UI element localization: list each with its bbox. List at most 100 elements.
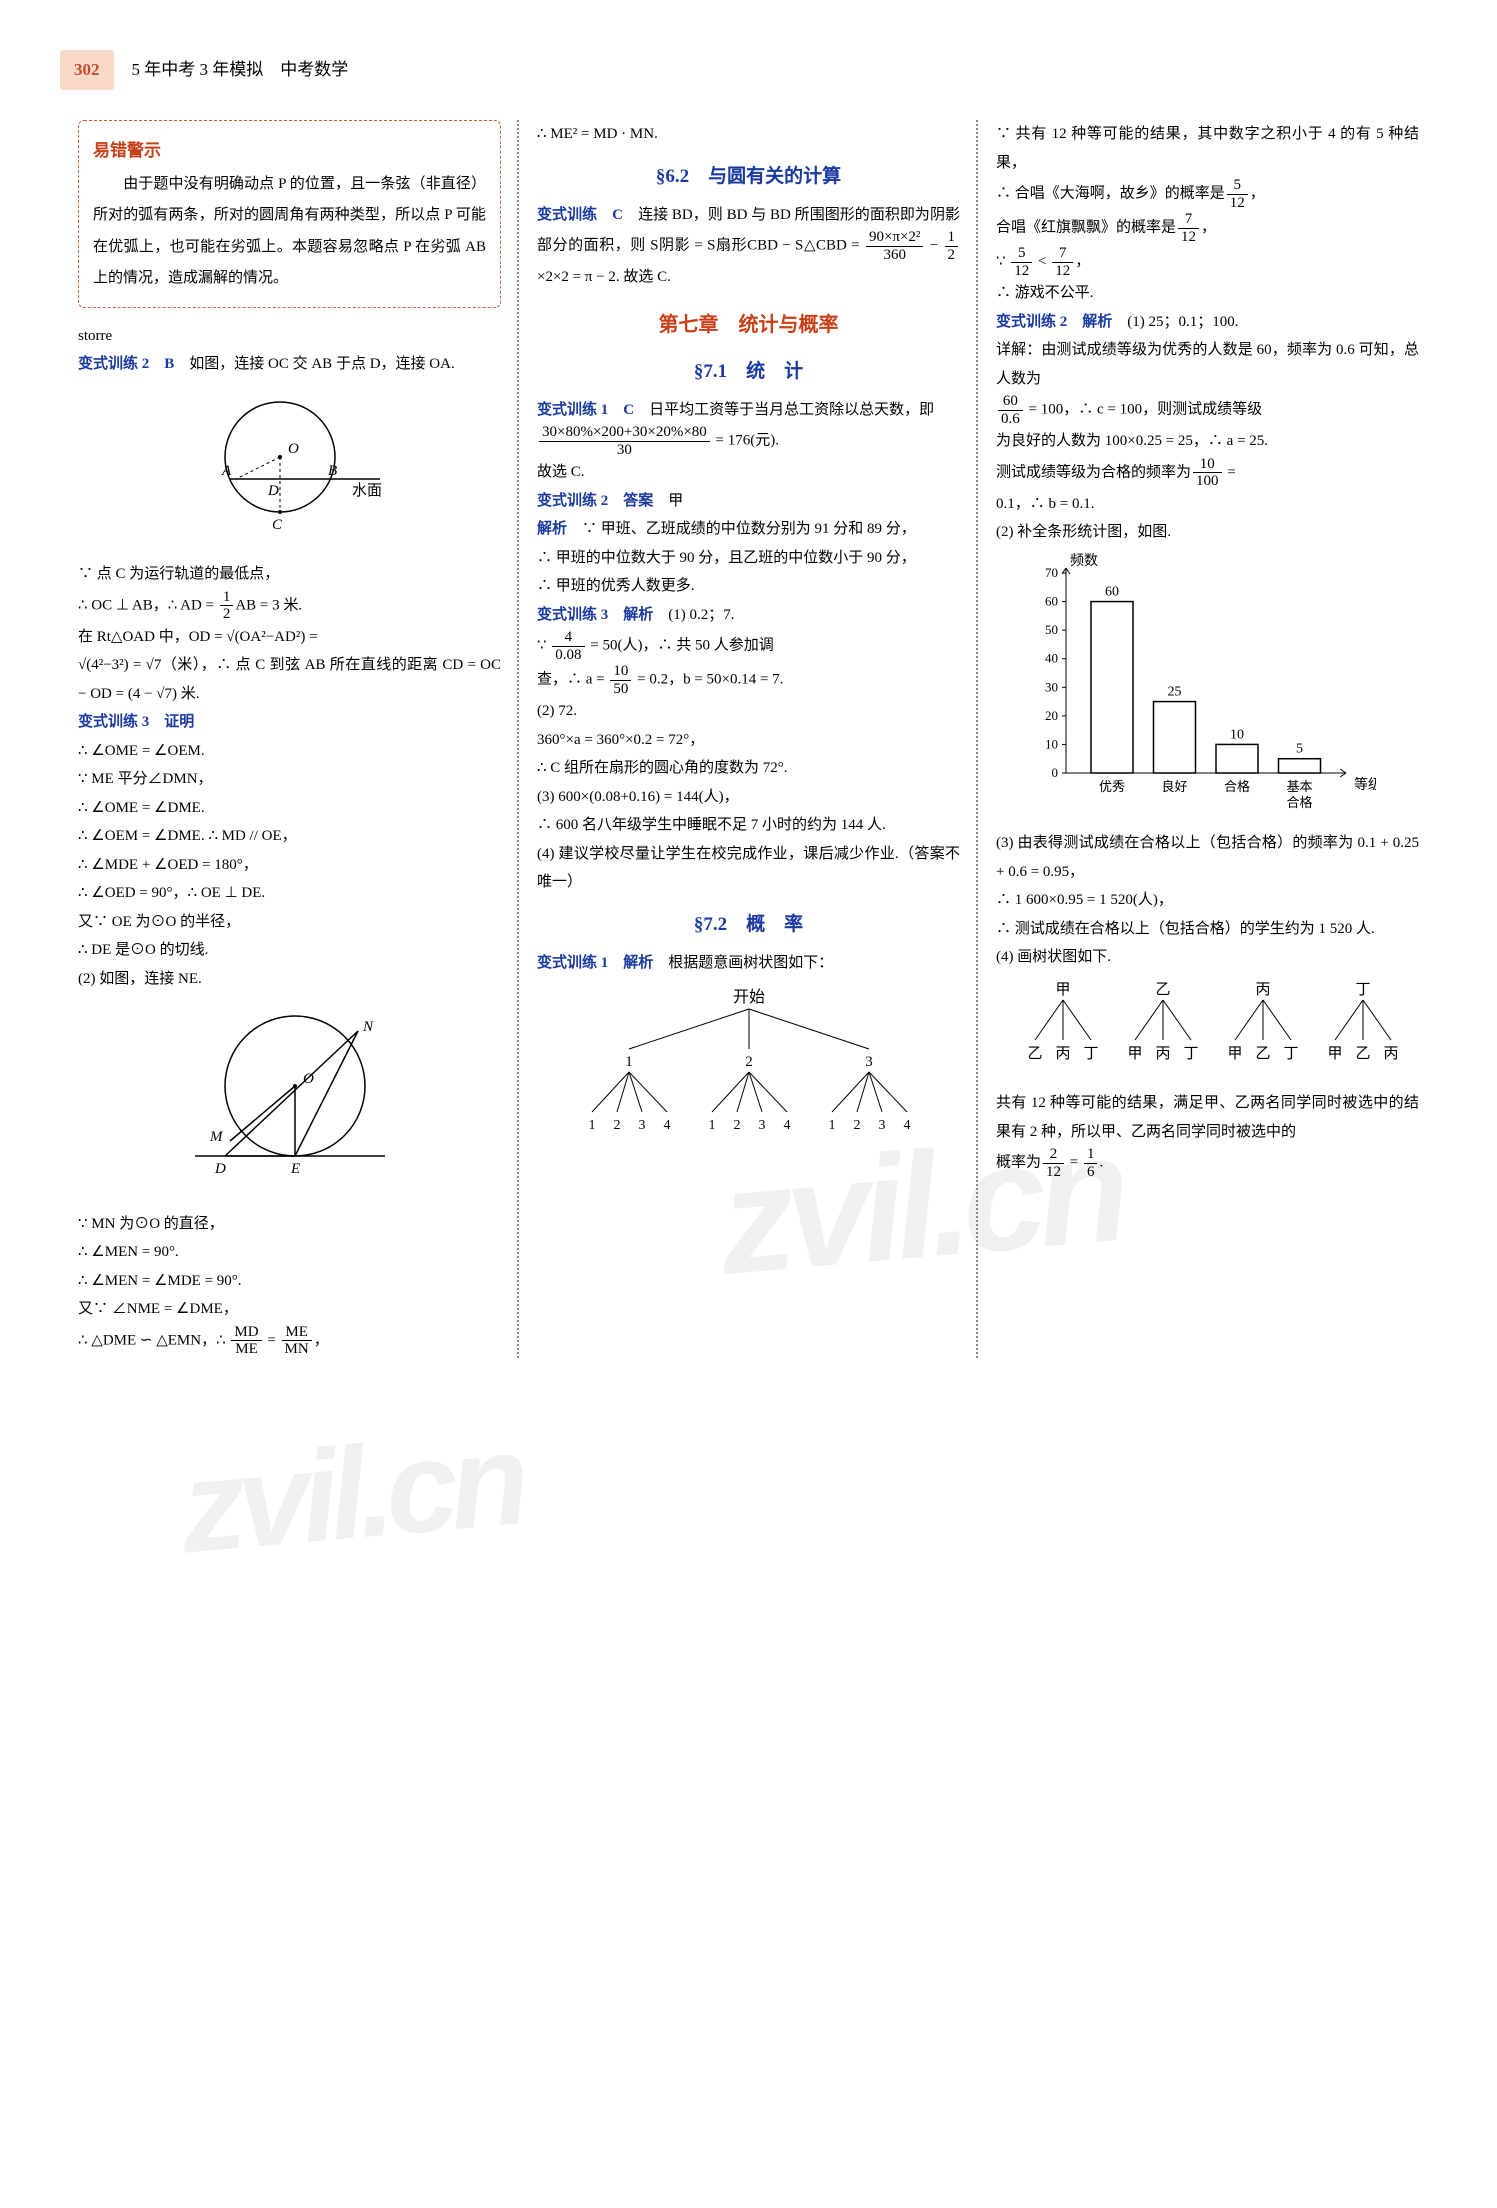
svg-text:合格: 合格 (1224, 779, 1250, 794)
svg-text:20: 20 (1045, 708, 1058, 723)
svg-text:3: 3 (878, 1118, 885, 1133)
svg-text:70: 70 (1045, 565, 1058, 580)
tree-diagram-1: 开始 1 2 3 123412341234 (537, 984, 960, 1155)
svg-text:D: D (267, 483, 279, 499)
svg-text:E: E (290, 1161, 300, 1177)
c3-p9: 为良好的人数为 100×0.25 = 25，∴ a = 25. (996, 427, 1419, 456)
svg-text:甲: 甲 (1127, 1046, 1142, 1062)
svg-text:乙: 乙 (1355, 1046, 1370, 1062)
c2-p8: 变式训练 3 解析 (1) 0.2；7. (537, 601, 960, 630)
c3-p8: 600.6 = 100，∴ c = 100，则测试成绩等级 (996, 393, 1419, 427)
c1-p7: ∴ ∠OME = ∠OEM. (78, 737, 501, 766)
c1-p16: ∵ MN 为⊙O 的直径， (78, 1210, 501, 1239)
svg-text:D: D (214, 1161, 226, 1177)
svg-text:5: 5 (1296, 742, 1303, 757)
c1-p2: 变式训练 2 B 如图，连接 OC 交 AB 于点 D，连接 OA. (78, 350, 501, 379)
svg-text:丁: 丁 (1183, 1046, 1198, 1062)
c3-p2: ∴ 合唱《大海啊，故乡》的概率是512， (996, 177, 1419, 211)
column-3: ∵ 共有 12 种等可能的结果，其中数字之积小于 4 的有 5 种结果， ∴ 合… (978, 120, 1437, 1358)
warning-box: 易错警示 由于题中没有明确动点 P 的位置，且一条弦（非直径）所对的弧有两条，所… (78, 120, 501, 308)
c1-p5a: 在 Rt△OAD 中，OD = √(OA²−AD²) = (78, 623, 501, 652)
c1-p14: ∴ DE 是⊙O 的切线. (78, 936, 501, 965)
c3-p13: (3) 由表得测试成绩在合格以上（包括合格）的频率为 0.1 + 0.25 + … (996, 829, 1419, 886)
c2-p13: ∴ C 组所在扇形的圆心角的度数为 72°. (537, 754, 960, 783)
svg-text:乙: 乙 (1255, 1046, 1270, 1062)
c1-p15: (2) 如图，连接 NE. (78, 965, 501, 994)
svg-text:4: 4 (783, 1118, 790, 1133)
svg-text:60: 60 (1105, 584, 1119, 599)
c3-p15: ∴ 测试成绩在合格以上（包括合格）的学生约为 1 520 人. (996, 915, 1419, 944)
svg-text:4: 4 (903, 1118, 910, 1133)
svg-text:丁: 丁 (1355, 982, 1370, 998)
svg-text:0: 0 (1052, 765, 1059, 780)
c3-p12: (2) 补全条形统计图，如图. (996, 518, 1419, 547)
c3-p5: ∴ 游戏不公平. (996, 279, 1419, 308)
svg-text:甲: 甲 (1327, 1046, 1342, 1062)
warning-title: 易错警示 (93, 133, 486, 169)
c1-p6: 变式训练 3 证明 (78, 708, 501, 737)
c2-p4: 变式训练 2 答案 甲 (537, 487, 960, 516)
svg-text:60: 60 (1045, 593, 1058, 608)
svg-text:N: N (362, 1019, 374, 1035)
svg-text:乙: 乙 (1027, 1046, 1042, 1062)
svg-text:等级: 等级 (1354, 776, 1376, 793)
section-6-2: §6.2 与圆有关的计算 (537, 159, 960, 195)
svg-text:丁: 丁 (1083, 1046, 1098, 1062)
svg-text:丙: 丙 (1155, 1046, 1170, 1062)
c1-p3: ∵ 点 C 为运行轨道的最低点， (78, 560, 501, 589)
c1-p13: 又∵ OE 为⊙O 的半径， (78, 908, 501, 937)
svg-text:10: 10 (1045, 736, 1058, 751)
c1-p5b: √(4²−3²) = √7（米），∴ 点 C 到弦 AB 所在直线的距离 CD … (78, 651, 501, 708)
c3-p7: 详解：由测试成绩等级为优秀的人数是 60，频率为 0.6 可知，总人数为 (996, 336, 1419, 393)
c2-p3d: 故选 C. (537, 458, 960, 487)
svg-text:A: A (221, 463, 232, 479)
svg-text:频数: 频数 (1070, 553, 1098, 569)
c2-p1: ∴ ME² = MD · MN. (537, 120, 960, 149)
c2-p11: (2) 72. (537, 697, 960, 726)
c3-p14: ∴ 1 600×0.95 = 1 520(人)， (996, 886, 1419, 915)
svg-text:2: 2 (613, 1118, 620, 1133)
c2-p5: 解析 ∵ 甲班、乙班成绩的中位数分别为 91 分和 89 分， (537, 515, 960, 544)
svg-text:甲: 甲 (1227, 1046, 1242, 1062)
c2-p17: 变式训练 1 解析 根据题意画树状图如下： (537, 949, 960, 978)
svg-text:1: 1 (625, 1054, 633, 1070)
bar-chart: 010203040506070频数等级60优秀25良好10合格5基本合格 (1016, 553, 1419, 824)
svg-text:丙: 丙 (1255, 982, 1270, 998)
c1-p9: ∴ ∠OME = ∠DME. (78, 794, 501, 823)
c3-p3: 合唱《红旗飘飘》的概率是712， (996, 211, 1419, 245)
c2-p9: ∵ 40.08 = 50(人)，∴ 共 50 人参加调 (537, 629, 960, 663)
svg-text:4: 4 (663, 1118, 670, 1133)
svg-text:3: 3 (865, 1054, 873, 1070)
c2-p14: (3) 600×(0.08+0.16) = 144(人)， (537, 783, 960, 812)
c3-p16: (4) 画树状图如下. (996, 943, 1419, 972)
svg-text:30: 30 (1045, 679, 1058, 694)
svg-text:开始: 开始 (732, 988, 764, 1006)
section-7-1: §7.1 统 计 (537, 354, 960, 390)
c3-p18: 概率为212 = 16. (996, 1146, 1419, 1180)
c3-p17: 共有 12 种等可能的结果，满足甲、乙两名同学同时被选中的结果有 2 种，所以甲… (996, 1089, 1419, 1146)
content-columns: 易错警示 由于题中没有明确动点 P 的位置，且一条弦（非直径）所对的弧有两条，所… (60, 120, 1437, 1358)
svg-text:50: 50 (1045, 622, 1058, 637)
page-header: 302 5 年中考 3 年模拟 中考数学 (60, 50, 1437, 90)
svg-text:O: O (303, 1071, 314, 1087)
c2-p7: ∴ 甲班的优秀人数更多. (537, 572, 960, 601)
svg-text:1: 1 (828, 1118, 835, 1133)
svg-text:水面: 水面 (352, 482, 382, 499)
chapter-7: 第七章 统计与概率 (537, 306, 960, 344)
column-1: 易错警示 由于题中没有明确动点 P 的位置，且一条弦（非直径）所对的弧有两条，所… (60, 120, 519, 1358)
column-2: ∴ ME² = MD · MN. §6.2 与圆有关的计算 变式训练 C 连接 … (519, 120, 978, 1358)
svg-text:25: 25 (1168, 684, 1182, 699)
svg-text:3: 3 (758, 1118, 765, 1133)
svg-text:基本: 基本 (1286, 779, 1312, 794)
c1-p20: ∴ △DME ∽ △EMN，∴ MDME = MEMN， (78, 1324, 501, 1358)
c2-p15: ∴ 600 名八年级学生中睡眠不足 7 小时的约为 144 人. (537, 811, 960, 840)
svg-text:合格: 合格 (1286, 795, 1312, 810)
c3-p11: 0.1，∴ b = 0.1. (996, 490, 1419, 519)
c2-p3: 变式训练 1 C 日平均工资等于当月总工资除以总天数，即 (537, 396, 960, 425)
page-number: 302 (60, 50, 114, 90)
c1-p12: ∴ ∠OED = 90°，∴ OE ⊥ DE. (78, 879, 501, 908)
section-7-2: §7.2 概 率 (537, 907, 960, 943)
svg-text:1: 1 (588, 1118, 595, 1133)
svg-text:甲: 甲 (1055, 982, 1070, 998)
svg-text:10: 10 (1230, 727, 1244, 742)
